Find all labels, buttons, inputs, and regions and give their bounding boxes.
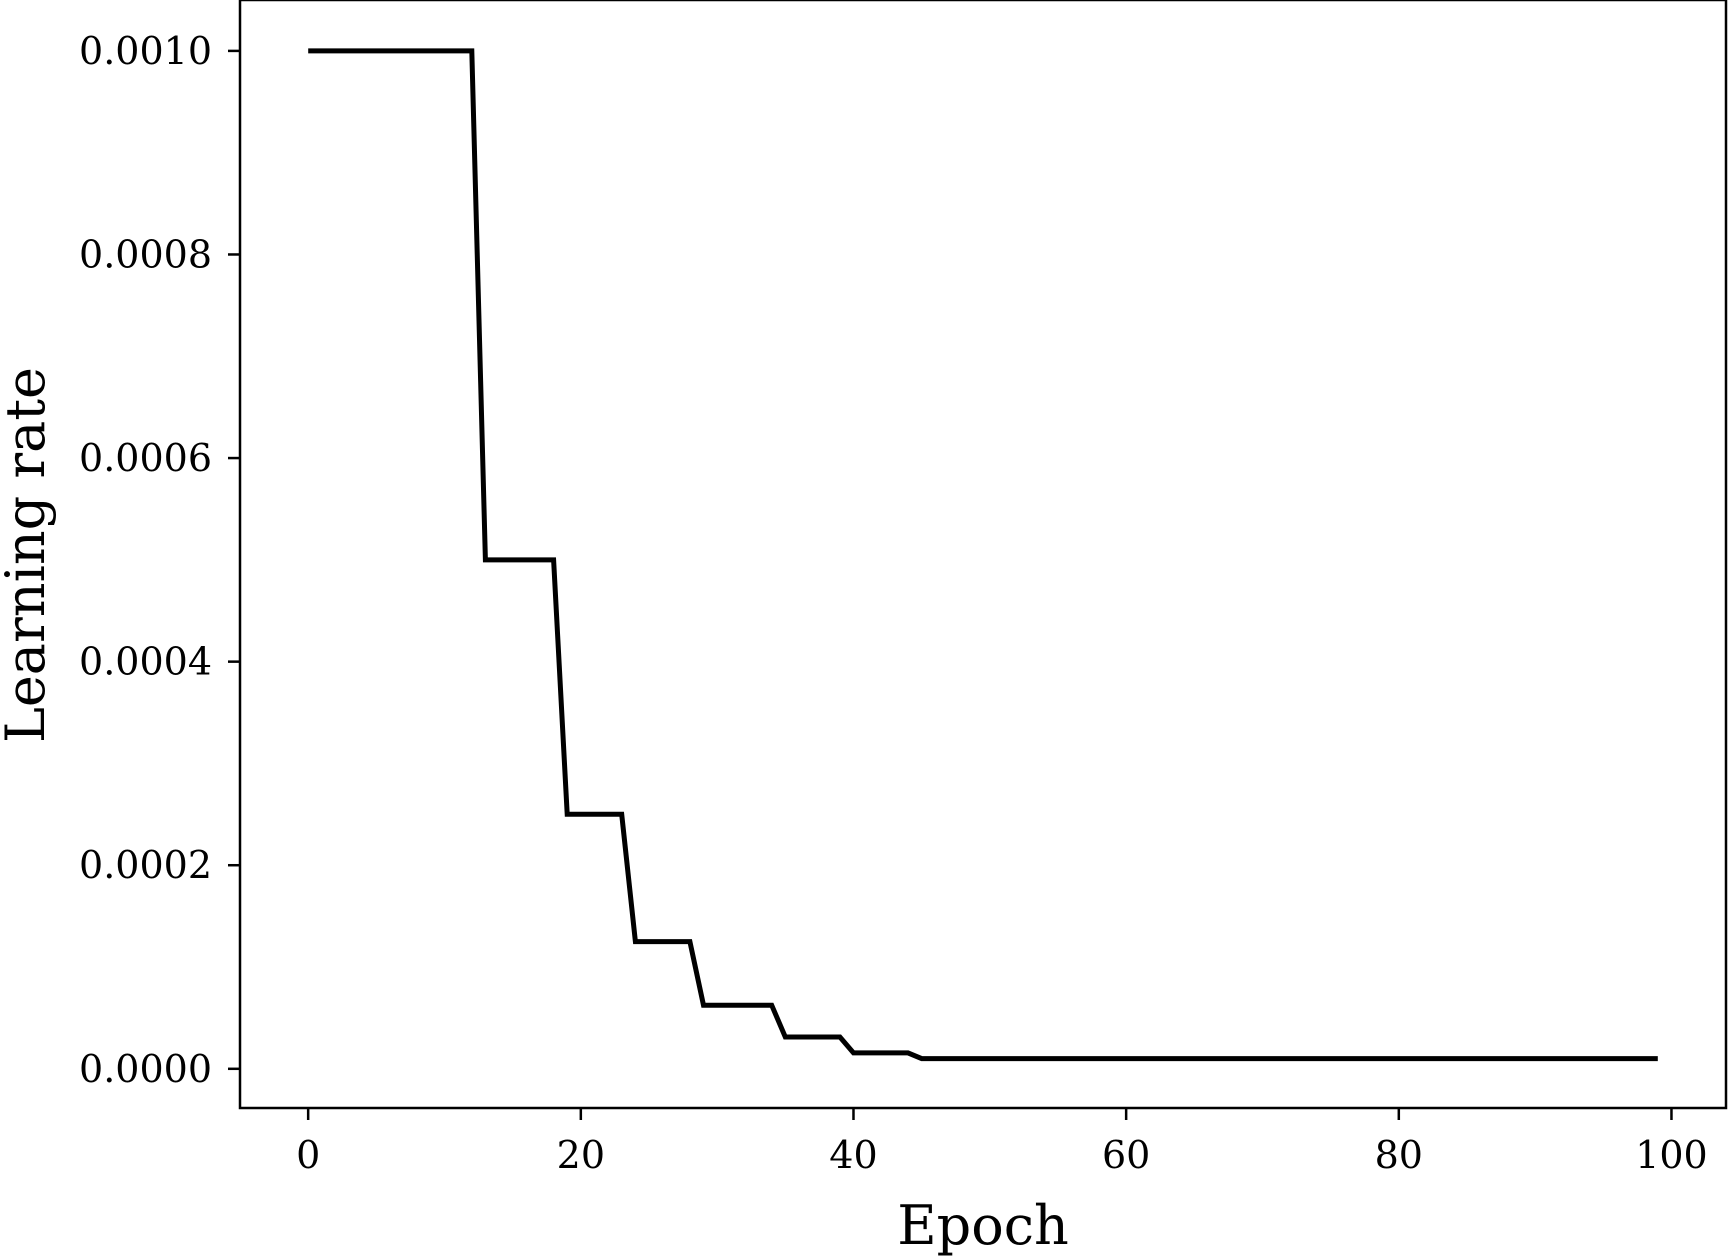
plot-area	[238, 0, 1728, 1110]
x-axis-ticks: 0 20 40 60 80 100	[296, 1108, 1708, 1177]
y-tick-label: 0.0004	[79, 640, 212, 684]
x-tick-label: 80	[1375, 1133, 1423, 1177]
learning-rate-series-line	[308, 48, 1658, 1062]
y-tick-label: 0.0008	[79, 232, 212, 276]
y-tick-label: 0.0006	[79, 436, 212, 480]
x-axis-label: Epoch	[897, 1194, 1069, 1257]
x-tick-label: 20	[557, 1133, 605, 1177]
x-tick-label: 100	[1635, 1133, 1708, 1177]
y-tick-label: 0.0002	[79, 843, 212, 887]
y-axis-ticks: 0.0000 0.0002 0.0004 0.0006 0.0008 0.0010	[79, 29, 240, 1091]
y-tick-label: 0.0000	[79, 1047, 212, 1091]
y-tick-label: 0.0010	[79, 29, 212, 73]
x-tick-label: 0	[296, 1133, 320, 1177]
x-tick-label: 60	[1102, 1133, 1150, 1177]
x-tick-label: 40	[829, 1133, 877, 1177]
y-axis-label: Learning rate	[0, 367, 57, 743]
